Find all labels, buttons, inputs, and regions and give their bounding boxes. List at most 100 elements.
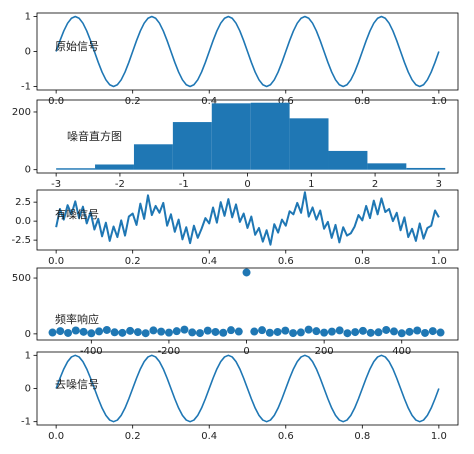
point xyxy=(281,326,290,335)
point xyxy=(102,325,111,334)
x-tick-label: 0.8 xyxy=(354,256,370,267)
hist-bar xyxy=(95,164,134,170)
x-tick-label: 1.0 xyxy=(431,431,447,442)
y-tick-label: 1 xyxy=(25,350,31,361)
point xyxy=(141,329,150,338)
point xyxy=(343,329,352,338)
x-tick-label: 1.0 xyxy=(431,256,447,267)
point xyxy=(382,325,391,334)
y-tick-label: 0.0 xyxy=(15,216,31,227)
point xyxy=(335,326,344,335)
subplot-label: 噪音直方图 xyxy=(67,129,122,143)
y-tick-label: 1 xyxy=(25,12,31,23)
x-tick-label: -2 xyxy=(115,179,125,190)
y-tick-label: 2.5 xyxy=(15,197,31,208)
point xyxy=(320,328,329,337)
subplot-label: 有噪信号 xyxy=(55,207,99,221)
point xyxy=(250,327,259,336)
hist-bar xyxy=(172,122,212,170)
hist-bar xyxy=(133,144,173,170)
point xyxy=(304,325,313,334)
x-tick-label: 0.4 xyxy=(201,256,217,267)
point xyxy=(358,326,367,335)
point xyxy=(242,268,251,277)
x-tick-label: -400 xyxy=(80,346,103,357)
point xyxy=(164,328,173,337)
x-tick-label: -1 xyxy=(179,179,189,190)
point xyxy=(219,328,228,337)
point xyxy=(265,328,274,337)
point xyxy=(211,327,220,336)
x-tick-label: 400 xyxy=(392,346,411,357)
x-tick-label: -200 xyxy=(158,346,181,357)
hist-bar xyxy=(406,167,446,170)
y-tick-label: -1 xyxy=(21,82,31,93)
point xyxy=(374,328,383,337)
point xyxy=(258,326,267,335)
x-tick-label: 0.0 xyxy=(48,256,64,267)
point xyxy=(428,327,437,336)
point xyxy=(227,326,236,335)
point xyxy=(203,326,212,335)
point xyxy=(312,327,321,336)
point xyxy=(397,329,406,338)
x-tick-label: 1 xyxy=(308,179,314,190)
y-tick-label: -2.5 xyxy=(11,235,31,246)
x-tick-label: 1.0 xyxy=(431,96,447,107)
point xyxy=(421,328,430,337)
x-tick-label: 0 xyxy=(244,179,250,190)
y-tick-label: -1 xyxy=(21,417,31,428)
hist-bar xyxy=(56,168,96,170)
point xyxy=(195,329,204,338)
point xyxy=(405,327,414,336)
point xyxy=(351,328,360,337)
y-tick-label: 0 xyxy=(25,47,31,58)
point xyxy=(436,328,445,337)
point xyxy=(110,328,119,337)
x-tick-label: 2 xyxy=(372,179,378,190)
point xyxy=(95,327,104,336)
x-tick-label: 0.6 xyxy=(278,431,294,442)
signal-line xyxy=(55,15,440,88)
x-tick-label: 0.8 xyxy=(354,431,370,442)
point xyxy=(126,326,135,335)
subplot-label: 原始信号 xyxy=(55,39,99,53)
axes-frame xyxy=(36,267,459,341)
hist-bar xyxy=(250,102,290,170)
x-tick-label: 0.0 xyxy=(48,96,64,107)
point xyxy=(149,326,158,335)
point xyxy=(273,327,282,336)
point xyxy=(180,325,189,334)
point xyxy=(289,329,298,338)
point xyxy=(71,326,80,335)
subplot-label: 去噪信号 xyxy=(55,378,99,391)
point xyxy=(133,328,142,337)
hist-bar xyxy=(211,103,251,170)
axes-frame xyxy=(36,189,459,251)
point xyxy=(413,326,422,335)
x-tick-label: 0.2 xyxy=(125,96,141,107)
x-tick-label: 0.2 xyxy=(125,256,141,267)
point xyxy=(188,328,197,337)
y-tick-label: 0 xyxy=(25,329,31,340)
x-tick-label: 0.8 xyxy=(354,96,370,107)
x-tick-label: 3 xyxy=(436,179,442,190)
point xyxy=(79,327,88,336)
point xyxy=(56,327,65,336)
x-tick-label: 200 xyxy=(315,346,334,357)
y-tick-label: 0 xyxy=(25,165,31,176)
signal-line xyxy=(55,354,440,423)
point xyxy=(296,328,305,337)
x-tick-label: 0.2 xyxy=(125,431,141,442)
x-tick-label: 0.4 xyxy=(201,431,217,442)
point xyxy=(366,328,375,337)
point xyxy=(118,328,127,337)
point xyxy=(389,327,398,336)
point xyxy=(172,327,181,336)
point xyxy=(87,329,96,338)
subplot-label: 频率响应 xyxy=(55,312,99,326)
point xyxy=(64,328,73,337)
y-tick-label: 500 xyxy=(12,273,31,284)
